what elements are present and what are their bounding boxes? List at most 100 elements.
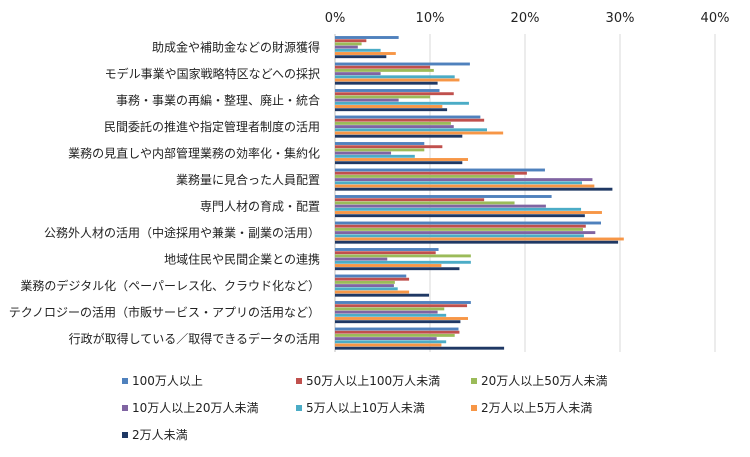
category-label: 公務外人材の活用（中途採用や兼業・副業の活用） [44,225,320,240]
category-labels: 助成金や補助金などの財源獲得モデル事業や国家戦略特区などへの採択事務・事業の再編… [9,39,320,346]
bar [335,260,471,264]
legend-swatch [296,405,302,411]
bar [335,142,425,145]
bar [335,98,399,102]
x-tick-label: 20% [511,11,540,26]
legend-label: 2万人未満 [132,428,188,442]
bar [335,293,430,297]
bar [335,264,442,267]
bar [335,198,485,202]
bar [335,168,545,172]
category-label: 専門人材の育成・配置 [200,198,320,213]
bar [335,184,595,188]
bar [335,234,584,238]
bar [335,257,388,261]
bar [335,115,481,119]
legend-swatch [122,405,128,411]
legend-label: 100万人以上 [132,374,203,388]
bar [335,340,447,344]
legend-label: 10万人以上20万人未満 [132,401,259,415]
bar [335,207,582,211]
bar [335,52,396,55]
bar [335,131,504,135]
bar [335,105,443,108]
category-label: 民間委託の推進や指定管理者制度の活用 [104,119,320,134]
bar [335,307,445,311]
bar [335,81,438,85]
bar [335,145,443,149]
bar [335,274,407,278]
bar [335,267,460,271]
bar [335,48,381,52]
bar [335,68,434,72]
bar [335,333,455,337]
category-label: 業務の見直しや内部管理業務の効率化・集約化 [68,145,320,160]
x-tick-label: 40% [701,11,730,26]
category-label: 業務のデジタル化（ペーパーレス化、クラウド化など） [20,278,320,293]
bar [335,78,460,82]
bar [335,161,463,165]
bar [335,343,442,347]
bar [335,108,448,112]
x-tick-label: 30% [606,11,635,26]
legend-swatch [471,405,477,411]
bar [335,151,392,155]
bar [335,36,399,39]
legend-swatch [122,432,128,438]
category-label: モデル事業や国家戦略特区などへの採択 [105,66,320,81]
bar [335,204,546,208]
legend-label: 5万人以上10万人未満 [306,401,425,415]
bar [335,237,624,241]
bar [335,187,613,191]
bar [335,346,505,350]
bar [335,254,471,258]
legend-swatch [471,378,477,384]
legend-swatch [122,378,128,384]
bar [335,101,469,105]
bar [335,221,601,225]
bar [335,42,362,46]
bar [335,121,451,125]
legend: 100万人以上 50万人以上100万人未満 20万人以上50万人未満 10万人以上20… [122,374,608,442]
bar [335,248,439,251]
category-label: テクノロジーの活用（市販サービス・アプリの活用など） [9,304,320,319]
bar [335,280,395,284]
bar [335,128,487,132]
category-label: 業務量に見合った人員配置 [176,172,320,187]
bar [335,251,436,255]
category-label: 行政が取得している／取得できるデータの活用 [69,331,320,346]
x-axis-ticks: 0% 10% 20% 30% 40% [325,11,730,26]
bar [335,224,586,228]
category-label: 助成金や補助金などの財源獲得 [152,39,320,54]
bar [335,227,583,231]
bar [335,55,387,59]
category-label: 事務・事業の再編・整理、廃止・統合 [116,92,320,107]
bar [335,125,454,129]
bar [335,158,468,161]
bar [335,320,461,324]
x-tick-label: 10% [416,11,445,26]
bar [335,214,585,218]
gridlines [334,34,716,352]
bar [335,178,593,182]
bar [335,337,437,341]
bar [335,45,358,49]
bar [335,95,430,99]
bar [335,171,527,175]
bar [335,195,552,198]
bar [335,62,470,66]
bar [335,118,485,122]
bar [335,39,367,43]
legend-swatch [296,378,302,384]
category-label: 地域住民や民間企業との連携 [164,251,320,266]
bar [335,317,468,320]
bar [335,65,430,69]
bar [335,211,602,214]
bar [335,287,398,291]
bar [335,72,381,76]
bar [335,310,438,314]
bar [335,75,455,79]
bar [335,181,582,185]
x-tick-label: 0% [325,11,346,26]
bars [335,36,624,350]
